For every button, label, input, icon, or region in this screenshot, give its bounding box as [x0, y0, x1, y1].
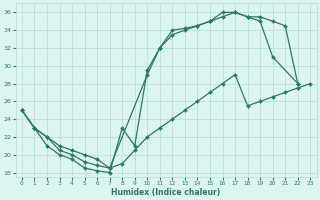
X-axis label: Humidex (Indice chaleur): Humidex (Indice chaleur) — [111, 188, 221, 197]
